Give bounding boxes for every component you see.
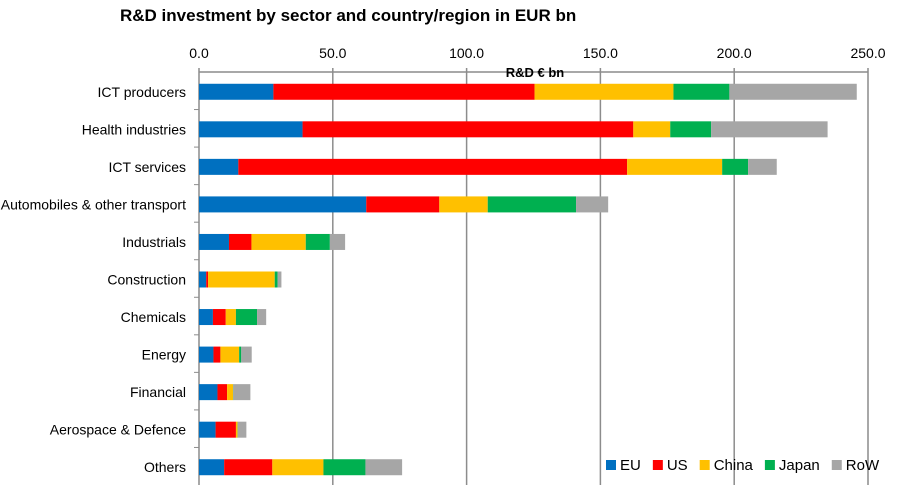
y-tick-label: Others [144,459,186,475]
bar-segment-row [365,459,403,476]
bar-segment-eu [199,421,216,438]
x-tick-label: 150.0 [583,45,618,61]
chart-title: R&D investment by sector and country/reg… [120,6,577,25]
bar-segment-eu [199,384,218,401]
legend-label-row: RoW [846,457,880,474]
y-tick-label: ICT producers [98,84,186,100]
bar-segment-china [272,459,324,476]
bar-segment-china [439,196,488,213]
bar-segment-row [257,309,267,326]
y-tick-label: Automobiles & other transport [1,196,186,212]
x-axis-label: R&D € bn [506,65,565,80]
bar-segment-row [233,384,251,401]
bar-segment-china [534,83,674,100]
bar-segment-eu [199,158,239,175]
y-tick-label: Energy [142,347,186,363]
bar-segment-us [206,271,209,288]
legend-swatch-us [652,460,663,470]
bar-segment-row [576,196,609,213]
bar-segment-japan [722,158,749,175]
bar-segment-eu [199,309,213,326]
y-tick-label: Health industries [82,121,186,137]
bar-segment-eu [199,346,214,363]
bar-segment-us [228,233,252,250]
bar-segment-us [215,421,236,438]
legend-swatch-eu [606,460,616,470]
bar-segment-japan [673,83,730,100]
legend-label-japan: Japan [779,457,820,474]
bar-segment-china [627,158,723,175]
bar-segment-japan [305,233,330,250]
bar-segment-us [213,346,221,363]
bar-segment-row [329,233,346,250]
x-tick-label: 0.0 [189,45,209,61]
y-tick-label: ICT services [108,159,186,175]
y-tick-label: Construction [107,272,186,288]
y-tick-label: Industrials [122,234,186,250]
bar-segment-row [237,421,247,438]
bar-segment-us [273,83,535,100]
bar-segment-china [220,346,240,363]
bar-segment-us [212,309,226,326]
bar-segment-row [729,83,857,100]
y-tick-label: Chemicals [121,309,186,325]
legend-label-us: US [667,457,688,474]
bar-segment-eu [199,83,274,100]
x-tick-label: 100.0 [449,45,484,61]
bar-segment-row [277,271,282,288]
legend-label-china: China [714,457,754,474]
bar-segment-eu [199,233,229,250]
bar-segment-japan [235,309,258,326]
bar-segment-china [227,384,233,401]
bar-segment-us [238,158,628,175]
legend-swatch-row [831,460,842,470]
bar-segment-eu [199,271,207,288]
bar-segment-japan [274,271,278,288]
bar-segment-japan [670,121,712,138]
x-tick-label: 50.0 [319,45,346,61]
bar-segment-us [224,459,273,476]
bar-segment-eu [199,196,367,213]
legend-swatch-china [699,460,710,470]
legend-label-eu: EU [620,457,641,474]
bar-segment-row [748,158,777,175]
bar-segment-us [366,196,440,213]
bar-segment-china [633,121,671,138]
bar-segment-china [208,271,275,288]
bar-segment-china [225,309,236,326]
bar-segment-japan [323,459,366,476]
bar-segment-row [241,346,252,363]
y-tick-label: Aerospace & Defence [50,422,186,438]
bar-segment-china [235,421,238,438]
bar-segment-japan [487,196,577,213]
bar-segment-us [302,121,634,138]
bar-segment-japan [239,346,242,363]
bar-segment-row [711,121,828,138]
x-tick-label: 250.0 [850,45,885,61]
y-tick-label: Financial [130,384,186,400]
bar-segment-eu [199,459,225,476]
x-tick-label: 200.0 [717,45,752,61]
bar-segment-eu [199,121,303,138]
bar-segment-china [251,233,306,250]
legend-swatch-japan [764,460,775,470]
bar-segment-us [217,384,228,401]
